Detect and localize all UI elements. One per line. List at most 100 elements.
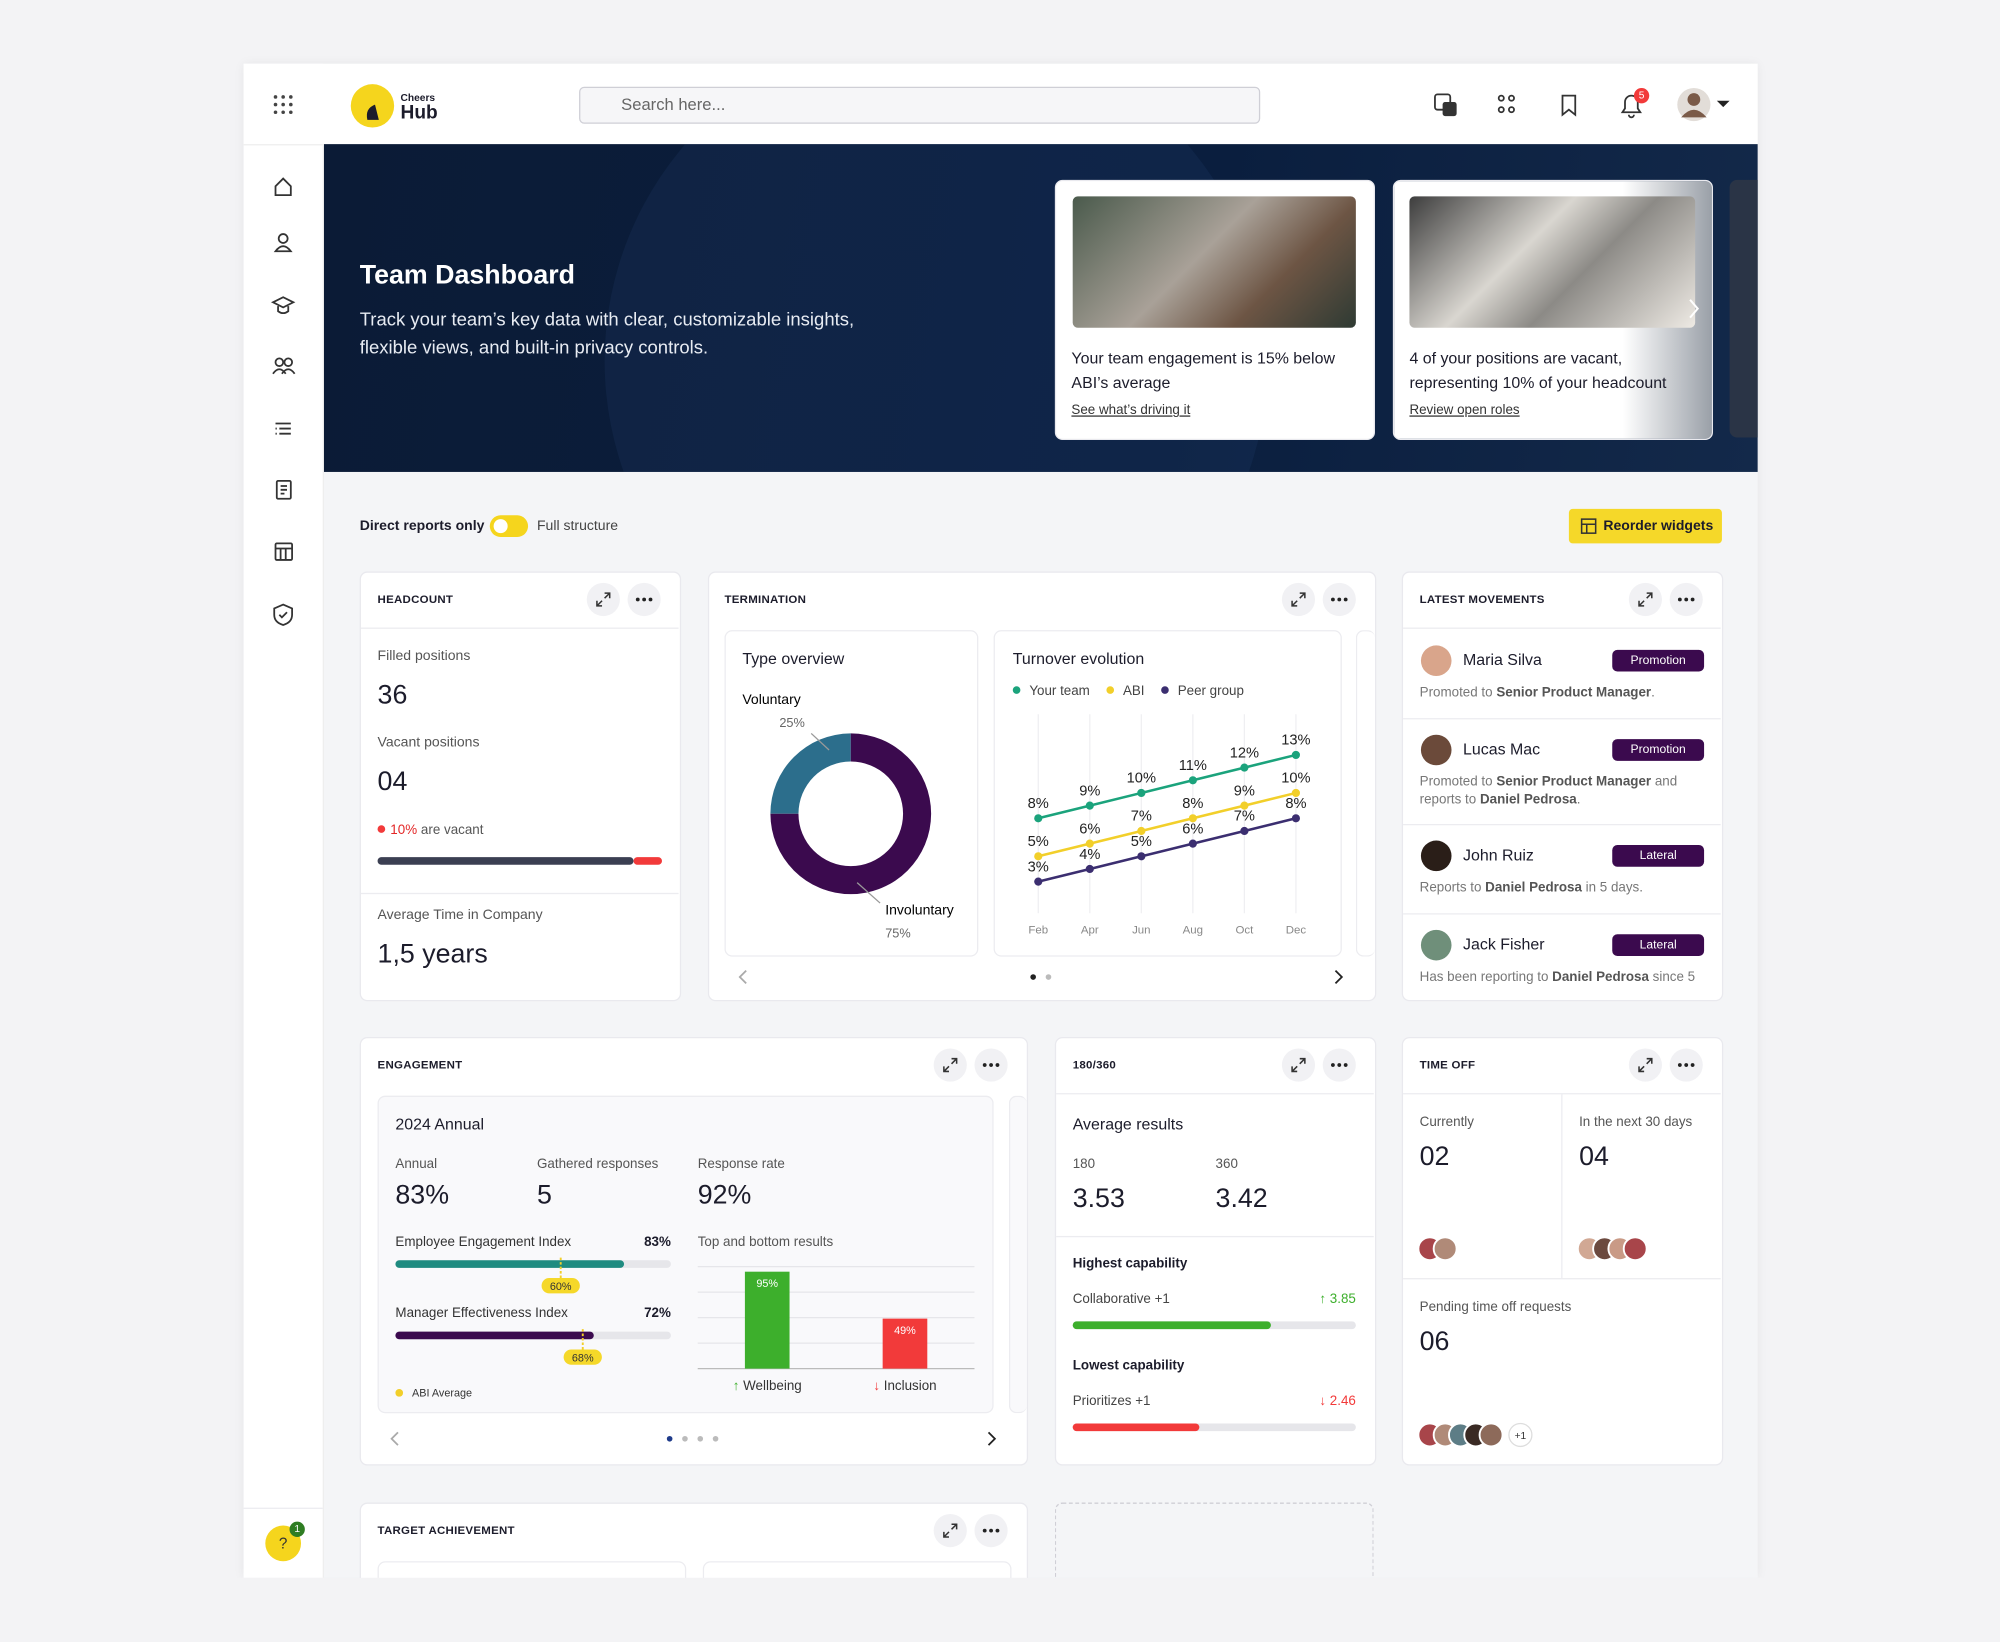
circle (273, 95, 278, 99)
notification-count: 5 (1638, 89, 1645, 102)
circle (1508, 94, 1515, 102)
result-category: Inclusion (873, 1378, 937, 1394)
sidebar-icons: ? (265, 177, 305, 1562)
insight-image (1409, 196, 1696, 328)
circle (273, 110, 278, 115)
results-title: Top and bottom results (697, 1234, 834, 1250)
index-name: Manager Effectiveness Index (395, 1305, 568, 1322)
card-title: Average results (1072, 1115, 1184, 1134)
score-label: 360 (1215, 1156, 1238, 1172)
circle (1497, 94, 1505, 102)
logo-bottom: Hub (400, 102, 438, 124)
rect (1580, 518, 1597, 534)
divider (1403, 823, 1721, 826)
widget-title: HEADCOUNT (377, 592, 454, 606)
filled-label: Filled positions (377, 648, 471, 664)
circle (1508, 106, 1515, 114)
stat-value: 92% (697, 1180, 752, 1210)
g (270, 177, 296, 626)
apps-grid (273, 95, 293, 115)
circle (1497, 106, 1505, 114)
card-title: 2024 Annual (395, 1115, 485, 1134)
movement-desc: Reports to Daniel Pedrosa in 5 days. (1420, 880, 1707, 897)
stat-label: Response rate (697, 1156, 785, 1172)
bell-icon (1620, 94, 1642, 119)
search-placeholder: Search here... (621, 94, 726, 114)
reorder-label: Reorder widgets (1603, 518, 1714, 534)
path (274, 177, 292, 197)
circle (274, 357, 285, 367)
desc-highlight: Daniel Pedrosa (1479, 791, 1577, 807)
stat-value: 83% (395, 1180, 450, 1210)
badge: Lateral (1612, 934, 1705, 956)
stat-label: Gathered responses (536, 1156, 659, 1172)
notification-badge (1633, 88, 1650, 104)
rect (274, 542, 293, 561)
desc-highlight: Daniel Pedrosa (1552, 969, 1649, 985)
circle (289, 102, 293, 107)
insight-link[interactable]: Review open roles (1409, 402, 1520, 418)
sidebar (243, 63, 324, 1578)
search-box[interactable] (579, 86, 1261, 124)
circle (289, 95, 293, 99)
currently-value: 02 (1419, 1142, 1450, 1172)
bookmark-icon (1561, 94, 1577, 117)
path (366, 104, 379, 120)
logo-top: Cheers (400, 92, 436, 104)
circle (277, 233, 289, 244)
circle (1687, 93, 1701, 106)
desc-text: in 5 days. (1581, 880, 1643, 896)
filter-left: Direct reports only (359, 518, 485, 534)
desc-highlight: Daniel Pedrosa (1485, 880, 1582, 896)
index-value: 83% (644, 1234, 671, 1250)
avg-label: Average Time in Company (377, 907, 543, 923)
score-value: 3.53 (1072, 1184, 1125, 1214)
pending-label: Pending time off requests (1419, 1299, 1572, 1315)
insight-image (1072, 196, 1356, 328)
desc-text: Promoted to (1419, 774, 1497, 790)
circle (281, 110, 285, 115)
index-name: Employee Engagement Index (395, 1234, 572, 1250)
movement-desc: Promoted to Senior Product Manager. (1420, 685, 1707, 702)
avg-value: 1,5 years (377, 939, 488, 969)
box (1403, 1093, 1721, 1095)
insight-link[interactable]: See what’s driving it (1071, 402, 1191, 418)
vacant-dot (377, 825, 386, 833)
circle (281, 95, 285, 99)
box (493, 519, 508, 534)
insight-text: Your team engagement is 15% below ABI’s … (1071, 349, 1335, 392)
carousel-next[interactable] (1684, 296, 1704, 322)
badge: Promotion (1612, 739, 1705, 761)
capability-heading: Highest capability (1072, 1255, 1188, 1272)
person-name: Maria Silva (1463, 651, 1542, 670)
reorder-button[interactable] (1568, 508, 1722, 544)
movement-desc: Has been reporting to Daniel Pedrosa sin… (1420, 969, 1707, 987)
engagement-card (377, 1095, 994, 1414)
desc-text: Reports to (1419, 880, 1486, 896)
path (280, 485, 287, 495)
person-name: Jack Fisher (1463, 935, 1545, 954)
box (1056, 1093, 1374, 1095)
card-peek (1008, 1095, 1027, 1414)
toggle[interactable] (489, 515, 529, 537)
widget-title: TIME OFF (1419, 1058, 1476, 1071)
legend-dot (395, 1389, 404, 1397)
desc-text: Has been reporting to (1419, 969, 1553, 985)
donut-title: Type overview (742, 649, 845, 668)
circle (283, 357, 293, 367)
path (275, 422, 291, 435)
reorder-icon (1580, 518, 1597, 534)
divider (1403, 718, 1721, 720)
result-category: Wellbeing (733, 1378, 802, 1394)
next-value: 04 (1579, 1142, 1609, 1172)
badge: Lateral (1612, 845, 1705, 867)
desc-text: since 5 days ago. (1420, 969, 1696, 987)
hero-title: Team Dashboard (359, 260, 576, 291)
box (1056, 1235, 1374, 1238)
path (275, 547, 293, 560)
index-value: 72% (644, 1305, 671, 1322)
path (1681, 109, 1707, 118)
